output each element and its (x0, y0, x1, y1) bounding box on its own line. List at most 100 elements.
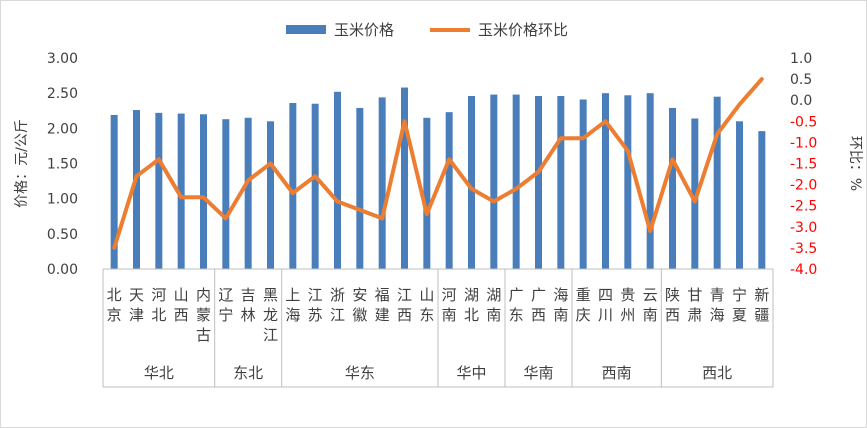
line-point (560, 137, 562, 139)
line-series-mom (112, 77, 764, 250)
bar-mark (110, 114, 118, 269)
left-tick-label: 0.50 (47, 227, 78, 243)
category-label: 黑龙江 (263, 286, 278, 344)
category-label: 河北 (151, 286, 166, 324)
group-label: 华北 (144, 364, 174, 382)
right-tick-label: -1.5 (790, 157, 817, 173)
bar-mark (646, 93, 654, 270)
category-label: 内蒙古 (196, 286, 211, 344)
group-label: 华东 (345, 364, 375, 382)
bar-mark (669, 107, 676, 269)
right-tick-label: 1.0 (790, 51, 812, 67)
bar-mark (356, 107, 364, 269)
bar-mark (200, 114, 207, 270)
right-tick-label: 0.5 (790, 72, 812, 88)
category-label: 贵州 (620, 286, 635, 324)
category-label: 陕西 (665, 286, 680, 324)
line-point (314, 175, 316, 177)
right-tick-label: -3.5 (790, 241, 817, 257)
bar-mark (177, 113, 185, 270)
line-point (604, 120, 607, 123)
right-tick-label: -2.0 (790, 178, 817, 194)
bar-mark (557, 95, 565, 269)
category-label: 河南 (442, 286, 457, 324)
left-tick-label: 2.00 (47, 121, 78, 137)
category-label: 安徽 (352, 286, 367, 324)
line-point (225, 217, 227, 220)
right-axis-title: 环比：% (847, 136, 863, 191)
category-label: 上海 (285, 286, 300, 324)
category-label: 江西 (397, 286, 412, 324)
line-point (336, 200, 339, 203)
line-point (359, 209, 361, 211)
left-tick-label: 3.00 (47, 51, 78, 67)
line-point (448, 158, 450, 161)
line-point (247, 179, 249, 182)
left-tick-label: 2.50 (47, 86, 78, 102)
category-label: 广西 (531, 286, 546, 324)
bar-mark (133, 110, 140, 270)
line-point (582, 137, 584, 139)
line-point (649, 230, 651, 232)
bar-mark (579, 99, 587, 269)
category-label: 海南 (553, 286, 568, 324)
category-label: 广东 (509, 286, 524, 324)
bar-mark (468, 95, 475, 269)
bar-mark (624, 95, 632, 269)
line-point (537, 171, 540, 173)
left-axis-title: 价格：元/公斤 (14, 119, 30, 208)
category-label: 宁夏 (732, 286, 747, 324)
line-point (202, 196, 205, 199)
category-label: 重庆 (576, 286, 591, 324)
bar-mark (713, 96, 721, 269)
bar-mark (289, 103, 297, 269)
line-point (269, 162, 272, 165)
category-label: 福建 (375, 286, 390, 324)
line-point (113, 247, 115, 249)
category-label: 江苏 (308, 286, 323, 324)
bar-mark (334, 91, 341, 269)
line-point (403, 120, 406, 123)
bar-mark (267, 121, 274, 269)
right-tick-label: -2.5 (790, 199, 817, 215)
line-point (694, 200, 696, 203)
bar-mark (423, 117, 431, 270)
group-label: 东北 (233, 364, 263, 382)
legend-swatch-bar (286, 25, 326, 34)
category-label: 北京 (107, 286, 122, 324)
right-tick-label: 0.0 (790, 93, 812, 109)
category-label: 浙江 (330, 286, 345, 324)
line-point (426, 213, 428, 215)
line-point (627, 150, 629, 152)
line-point (292, 192, 294, 194)
line-point (761, 78, 763, 80)
bar-mark (401, 87, 408, 269)
category-label: 山东 (419, 286, 434, 324)
category-label: 天津 (129, 286, 144, 324)
legend-label-bar: 玉米价格 (334, 21, 394, 39)
bar-mark (490, 94, 498, 269)
line-point (493, 200, 495, 203)
bar-mark (378, 97, 386, 270)
bar-mark (512, 94, 520, 269)
bar-mark (602, 93, 609, 270)
right-tick-label: -4.0 (790, 262, 817, 278)
bar-mark (222, 119, 230, 269)
left-tick-label: 1.50 (47, 157, 78, 173)
bar-mark (445, 112, 453, 269)
line-point (470, 188, 473, 190)
line-point (671, 158, 674, 161)
line-point (515, 188, 517, 190)
group-label: 华南 (523, 364, 553, 382)
bar-mark (691, 118, 699, 269)
group-label: 西南 (602, 364, 632, 382)
category-label: 湖南 (486, 286, 501, 324)
bar-mark (758, 131, 766, 269)
category-label: 新疆 (754, 286, 769, 324)
group-label: 华中 (456, 364, 486, 382)
category-label: 青海 (710, 286, 725, 324)
legend-label-line: 玉米价格环比 (478, 21, 568, 39)
right-tick-label: -3.0 (790, 220, 817, 236)
category-label: 四川 (598, 286, 613, 324)
